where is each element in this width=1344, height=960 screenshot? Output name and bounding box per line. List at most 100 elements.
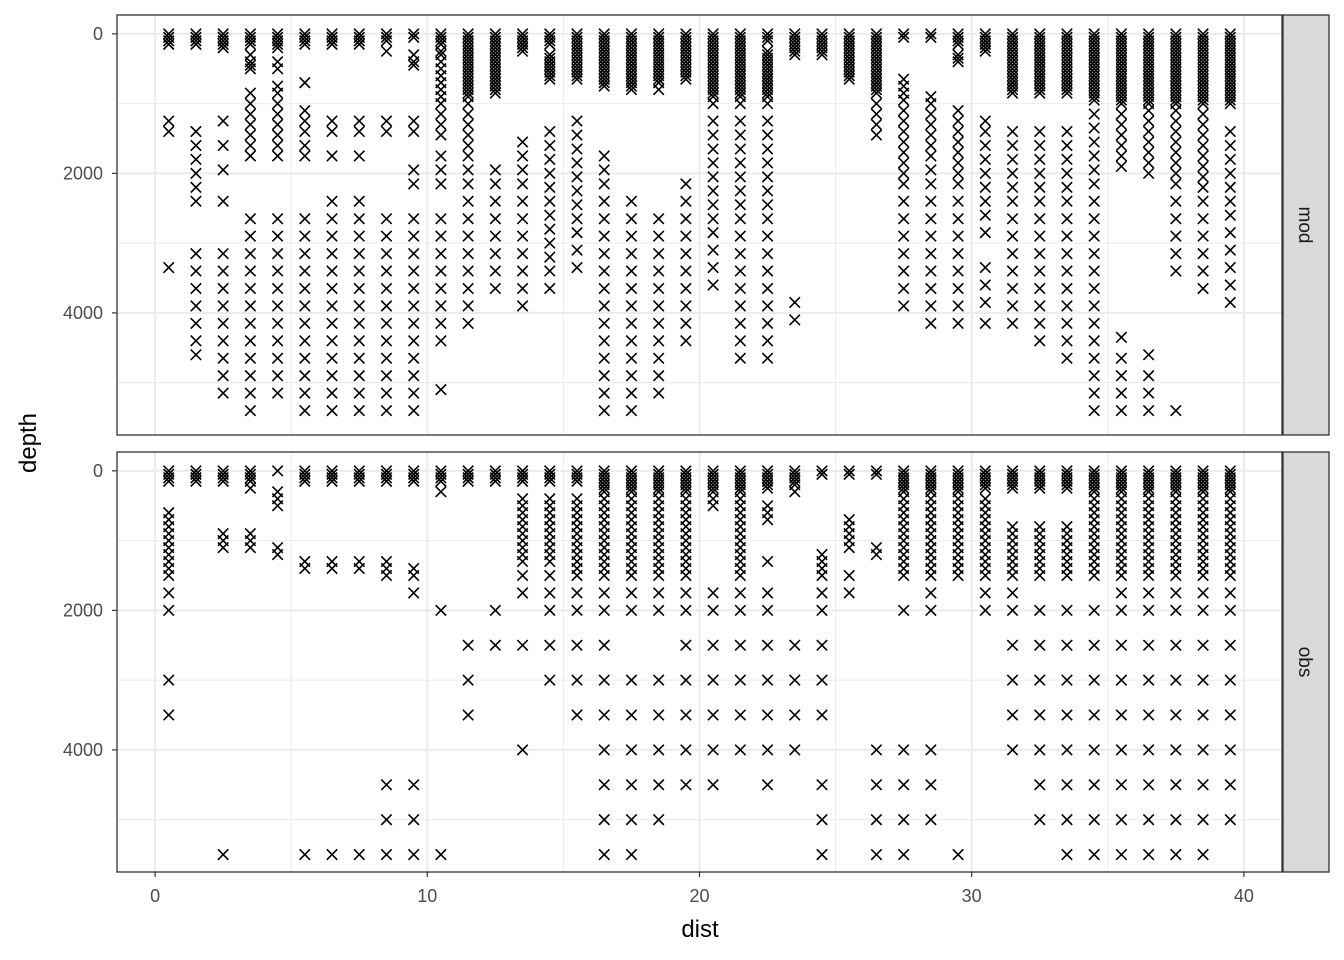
data-point: [1006, 167, 1019, 180]
data-point: [489, 475, 502, 488]
data-point: [707, 226, 719, 239]
data-point: [353, 265, 366, 277]
data-point: [1088, 90, 1100, 103]
data-point: [353, 125, 366, 138]
data-point: [734, 744, 747, 756]
data-point: [761, 587, 774, 599]
data-point: [707, 709, 719, 721]
y-axis-title: depth: [15, 413, 42, 473]
data-point: [244, 247, 257, 260]
data-point: [1088, 709, 1100, 721]
data-point: [625, 482, 638, 495]
data-point: [952, 35, 964, 47]
data-point: [326, 352, 338, 365]
data-point: [462, 300, 474, 312]
data-point: [979, 587, 992, 599]
data-point: [897, 195, 910, 208]
data-point: [1170, 157, 1182, 169]
data-point: [1061, 604, 1073, 617]
data-point: [407, 178, 420, 190]
data-point: [1142, 146, 1155, 159]
data-point: [544, 587, 556, 599]
data-point: [707, 129, 719, 141]
data-point: [462, 178, 474, 190]
data-point: [897, 569, 910, 582]
data-point: [435, 108, 447, 120]
data-point: [353, 38, 366, 51]
data-point: [435, 335, 447, 347]
data-point: [897, 604, 910, 617]
data-point: [1115, 150, 1128, 162]
data-point: [462, 118, 474, 131]
data-point: [571, 157, 583, 169]
data-point: [407, 300, 420, 312]
data-point: [952, 212, 964, 225]
data-point: [925, 230, 937, 242]
data-point: [1224, 744, 1237, 756]
data-point: [326, 335, 338, 347]
data-point: [1061, 153, 1073, 166]
data-point: [1224, 125, 1237, 138]
data-point: [244, 472, 257, 484]
data-point: [652, 744, 665, 756]
data-point: [217, 848, 229, 861]
y-tick-label: 4000: [63, 303, 103, 323]
data-point: [680, 709, 692, 721]
data-point: [1142, 639, 1155, 652]
data-point: [299, 282, 311, 295]
data-point: [1115, 587, 1128, 599]
data-point: [1088, 813, 1100, 826]
data-point: [1088, 569, 1100, 582]
data-point: [789, 314, 801, 326]
data-point: [1115, 97, 1128, 110]
data-point: [571, 472, 583, 484]
data-point: [244, 150, 257, 162]
y-tick-label: 0: [93, 24, 103, 44]
data-point: [1033, 300, 1046, 312]
data-point: [435, 212, 447, 225]
data-point: [326, 38, 338, 51]
data-point: [761, 115, 774, 127]
data-point: [979, 153, 992, 166]
data-point: [1197, 569, 1209, 582]
data-point: [271, 108, 284, 120]
data-point: [734, 97, 747, 110]
data-point: [925, 150, 937, 162]
data-point: [734, 674, 747, 686]
x-tick-label: 10: [417, 886, 437, 906]
data-point: [244, 300, 257, 312]
data-point: [843, 468, 855, 481]
data-point: [1224, 482, 1237, 495]
data-point: [952, 482, 964, 495]
data-point: [1115, 160, 1128, 173]
data-point: [897, 167, 910, 180]
data-point: [326, 115, 338, 127]
data-point: [925, 247, 937, 260]
data-point: [435, 45, 447, 58]
data-point: [789, 709, 801, 721]
data-point: [407, 212, 420, 225]
data-point: [326, 35, 338, 47]
data-point: [326, 475, 338, 488]
data-point: [326, 387, 338, 399]
data-point: [979, 209, 992, 221]
data-point: [925, 265, 937, 277]
data-point: [435, 486, 447, 498]
data-point: [462, 709, 474, 721]
data-point: [299, 317, 311, 330]
data-point: [625, 779, 638, 791]
data-point: [598, 639, 610, 652]
y-tick-label: 0: [93, 461, 103, 481]
data-point: [1224, 139, 1237, 152]
data-point: [897, 482, 910, 495]
data-point: [979, 279, 992, 291]
data-point: [544, 223, 556, 235]
data-point: [761, 709, 774, 721]
data-point: [1170, 674, 1182, 686]
data-point: [544, 167, 556, 180]
data-point: [299, 404, 311, 417]
data-point: [680, 587, 692, 599]
data-point: [1142, 104, 1155, 117]
data-point: [299, 104, 311, 117]
data-point: [897, 779, 910, 791]
